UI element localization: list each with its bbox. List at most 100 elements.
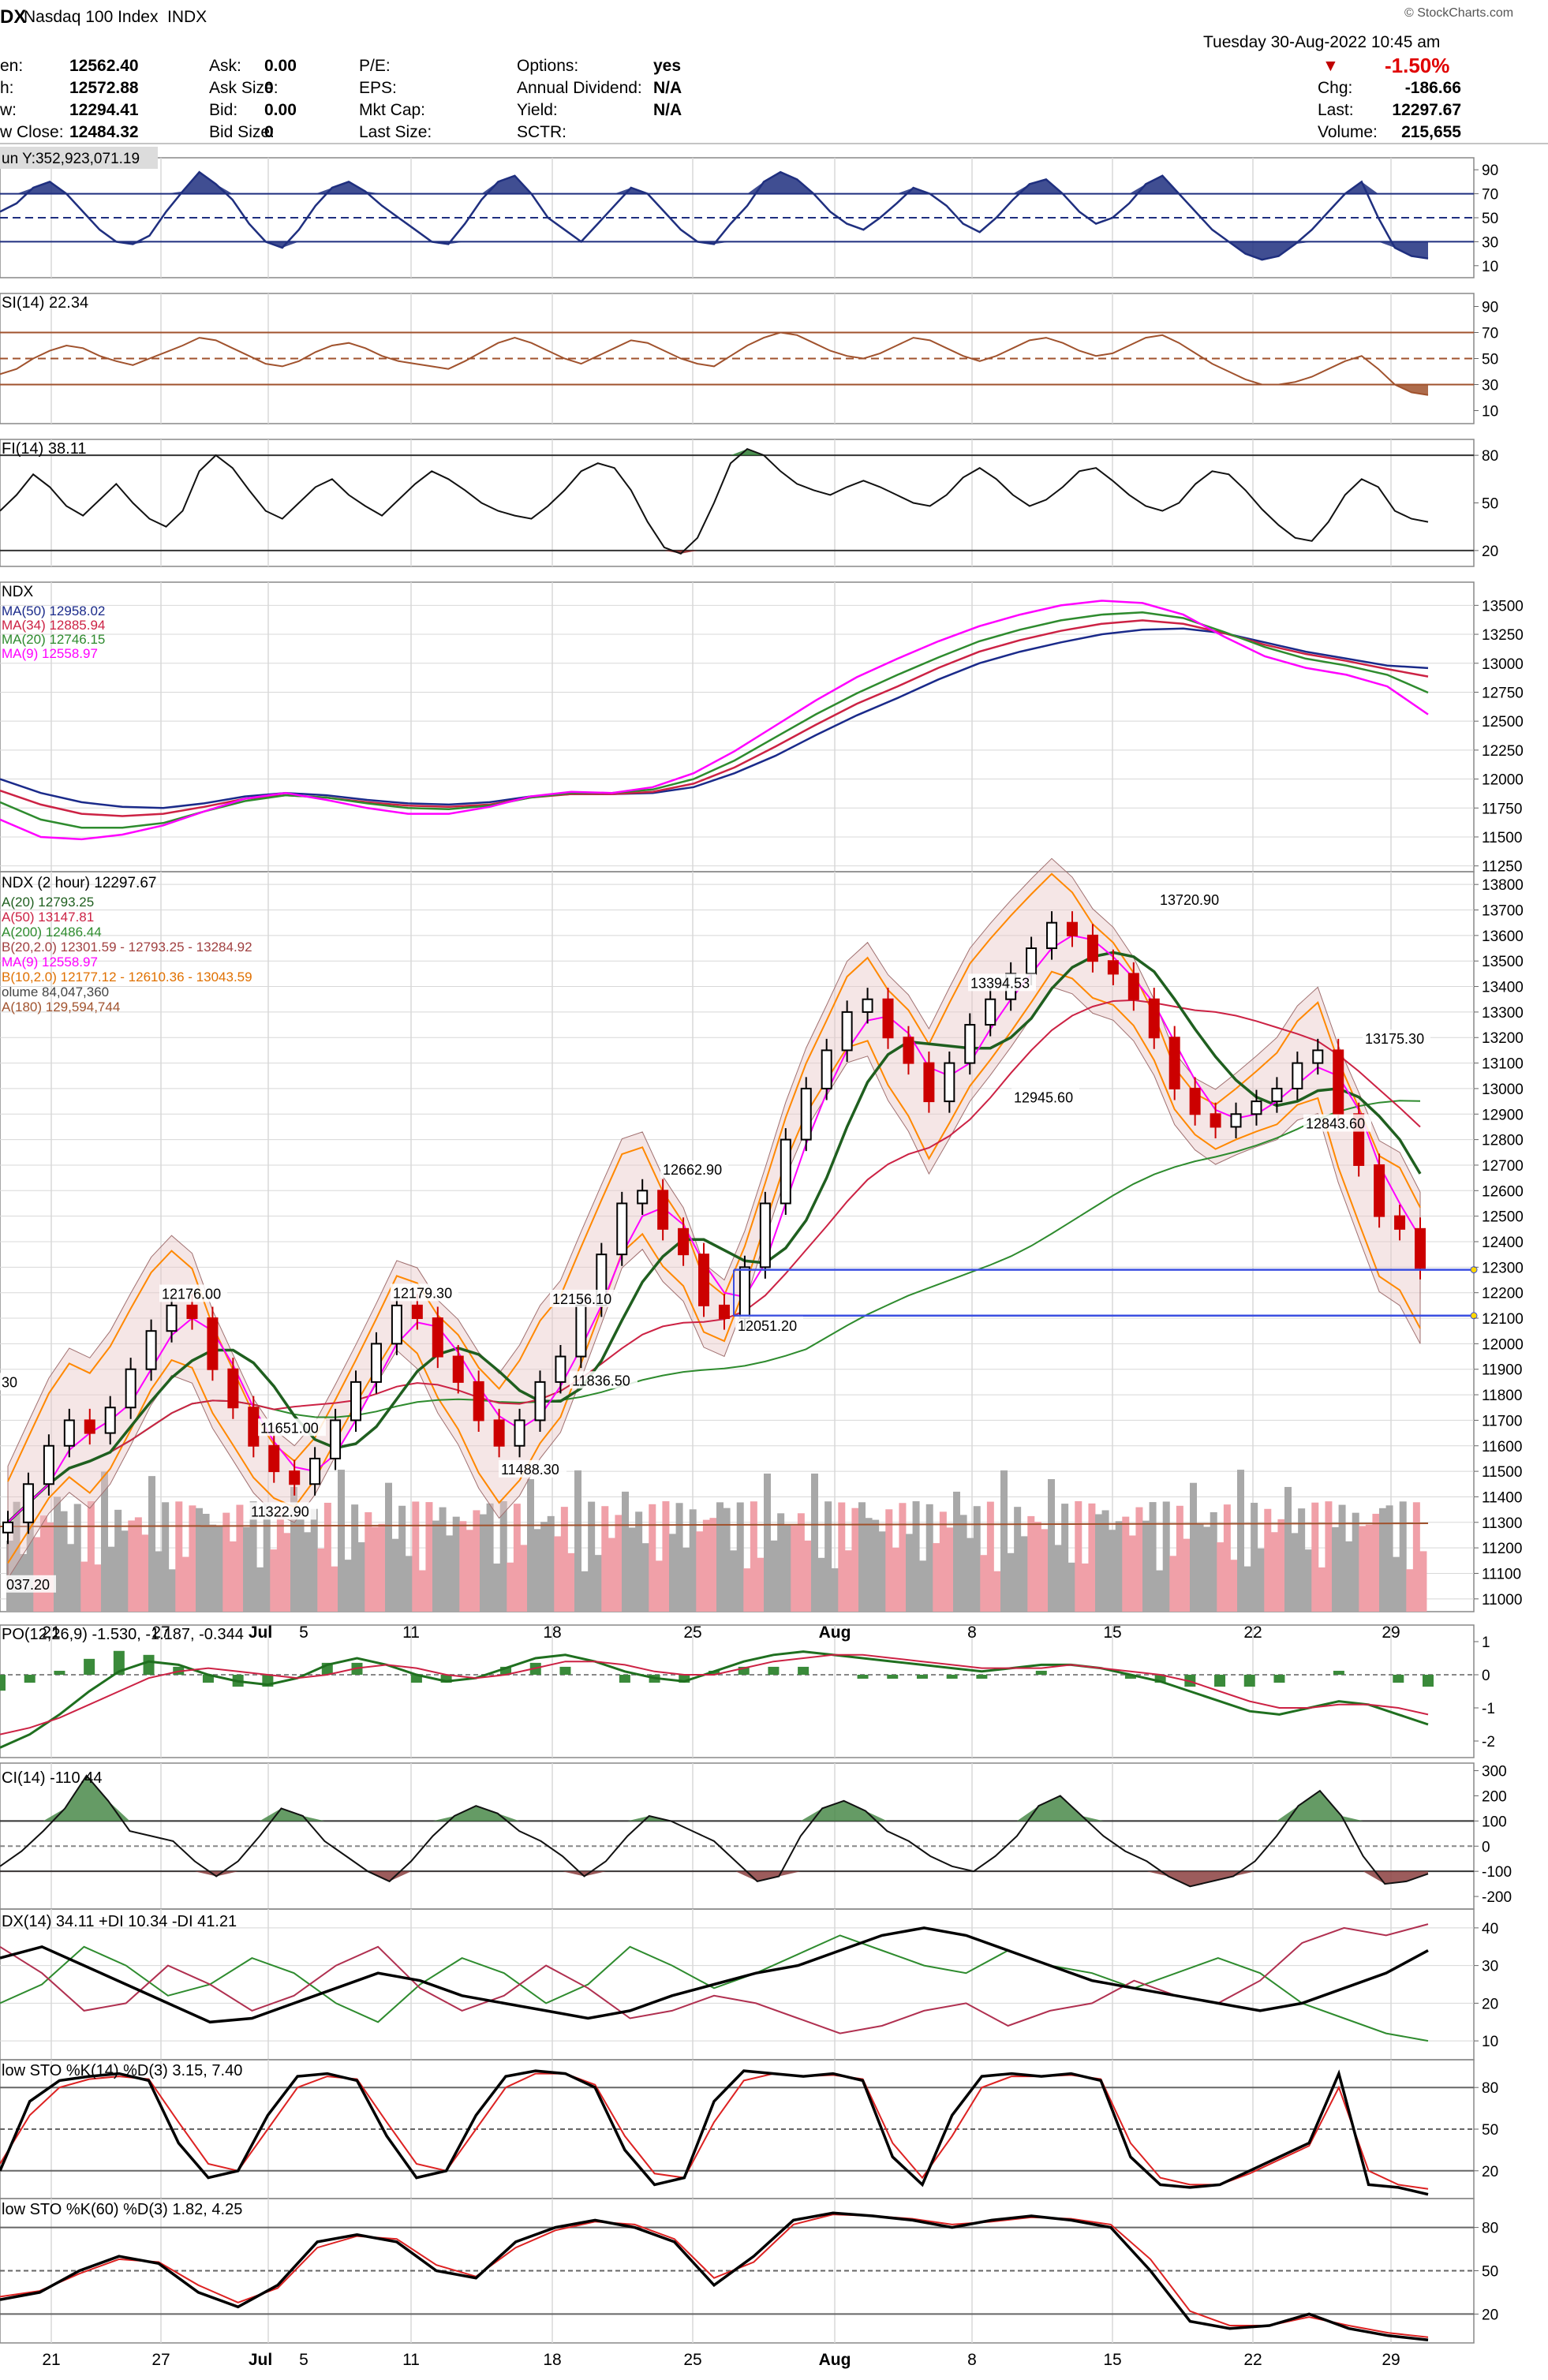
ppo-histogram-bar: [1333, 1670, 1344, 1675]
volume-bar: [872, 1519, 880, 1612]
price-legend-4: MA(9) 12558.97: [2, 955, 98, 970]
candle-body: [964, 1024, 976, 1064]
candle-body: [1271, 1087, 1283, 1103]
volume-bar: [54, 1496, 61, 1612]
rsi-axis-tick-label: 10: [1482, 404, 1498, 420]
volume-bar: [1122, 1516, 1130, 1612]
ma-legend-1: MA(34) 12885.94: [2, 618, 105, 633]
candle-body: [411, 1304, 423, 1320]
bottom-x-label: 21: [42, 2351, 60, 2369]
candle-body: [493, 1419, 505, 1447]
volume-bar: [1020, 1536, 1028, 1612]
volume-bar: [1372, 1513, 1380, 1612]
volume-bar: [743, 1568, 751, 1612]
rsi-axis-tick-label: 30: [1482, 378, 1498, 394]
adx-line: [0, 1926, 1429, 2024]
volume-bar: [1128, 1535, 1136, 1612]
ma-legend-0: MA(50) 12958.02: [2, 603, 105, 618]
ppo-histogram-bar: [410, 1675, 422, 1683]
bottom-x-label: Aug: [819, 2351, 851, 2369]
volume-bar: [980, 1555, 988, 1612]
ppo-signal-line: [0, 1653, 1429, 1735]
candle-body: [391, 1304, 402, 1345]
volume-bar: [1027, 1515, 1035, 1612]
rsi-axis-tick-label: 50: [1482, 352, 1498, 368]
down-arrow-icon: ▼: [1322, 57, 1339, 75]
price-axis-tick-label: 11800: [1482, 1388, 1522, 1404]
ppo-line: [0, 1650, 1429, 1749]
volume-bar: [499, 1501, 507, 1612]
volume-bar: [1149, 1502, 1157, 1612]
candle-body: [1210, 1113, 1221, 1128]
bottom-x-label: 22: [1243, 2351, 1262, 2369]
price-x-label: 8: [967, 1623, 977, 1642]
rsi-title: SI(14) 22.34: [2, 294, 88, 312]
price-x-label: Aug: [819, 1623, 851, 1642]
volume-bar: [1345, 1541, 1353, 1612]
candle-body: [1026, 947, 1038, 975]
header-date: Tuesday 30-Aug-2022 10:45 am: [1203, 33, 1441, 51]
ma-title: NDX: [2, 584, 33, 600]
price-legend-1: A(50) 13147.81: [2, 910, 94, 925]
sto_fast-axis-tick-label: 20: [1482, 2164, 1498, 2180]
volume-bar: [1054, 1545, 1062, 1612]
price-axis-tick-label: 12500: [1482, 1209, 1524, 1226]
volume-bar: [101, 1471, 108, 1612]
price-title: NDX (2 hour) 12297.67: [2, 875, 156, 891]
volume-bar: [60, 1511, 68, 1612]
adx-title: DX(14) 34.11 +DI 10.34 -DI 41.21: [2, 1913, 237, 1930]
volume-bar: [716, 1502, 724, 1612]
price-annotation: 30: [2, 1374, 17, 1390]
col3-label: EPS:: [359, 79, 397, 97]
volume-bar: [1385, 1505, 1393, 1612]
panel-frame-ppo: [0, 1624, 1475, 1758]
volume-bar: [1332, 1526, 1339, 1612]
volume-bar: [378, 1523, 386, 1612]
ppo-histogram-bar: [1214, 1675, 1226, 1687]
volume-bar: [967, 1537, 974, 1612]
volume-bar: [520, 1545, 528, 1612]
adx-axis-tick-label: 30: [1482, 1959, 1498, 1975]
volume-bar: [628, 1527, 636, 1612]
left-value: 12562.40: [69, 57, 139, 75]
volume-bar: [398, 1505, 406, 1612]
ppo-histogram-bar: [1035, 1670, 1047, 1675]
candle-body: [63, 1419, 75, 1447]
sto_slow-axis-tick-label: 20: [1482, 2307, 1498, 2323]
bottom-x-label: 27: [151, 2351, 170, 2369]
volume-bar: [669, 1534, 676, 1612]
volume-bar: [858, 1502, 866, 1612]
volume-bar: [608, 1537, 615, 1612]
ppo-histogram-bar: [619, 1675, 630, 1683]
volume-bar: [1115, 1521, 1123, 1612]
volume-bar: [452, 1516, 460, 1612]
volume-bar: [1412, 1502, 1420, 1612]
volume-bar: [1257, 1548, 1265, 1612]
candle-body: [1292, 1062, 1303, 1089]
price-x-label: 29: [1382, 1623, 1400, 1642]
ppo-histogram-bar: [440, 1675, 452, 1683]
volume-bar: [412, 1501, 420, 1612]
volume-bar: [959, 1515, 967, 1612]
price-annotation: 11651.00: [260, 1420, 319, 1436]
ma-legend-2: MA(20) 12746.15: [2, 632, 105, 647]
price-axis-tick-label: 12800: [1482, 1133, 1524, 1149]
volume-bar: [304, 1532, 312, 1612]
volume-bar: [675, 1503, 683, 1612]
right-label: Volume:: [1318, 123, 1378, 141]
price-x-label: 22: [1243, 1623, 1262, 1642]
candle-body: [452, 1355, 464, 1383]
volume-bar: [1304, 1549, 1312, 1612]
volume-bar: [439, 1507, 447, 1612]
candle-body: [1148, 998, 1160, 1039]
candle-body: [1251, 1100, 1262, 1115]
ppo-histogram-bar: [202, 1675, 214, 1683]
volume-bar: [80, 1561, 88, 1612]
volume-bar: [243, 1526, 250, 1612]
ppo-histogram-bar: [916, 1675, 928, 1679]
volume-bar: [323, 1502, 331, 1612]
volume-bar: [1095, 1514, 1102, 1612]
volume-bar: [838, 1502, 846, 1612]
volume-bar: [155, 1551, 163, 1612]
sto_fast-axis-tick-label: 50: [1482, 2122, 1498, 2139]
